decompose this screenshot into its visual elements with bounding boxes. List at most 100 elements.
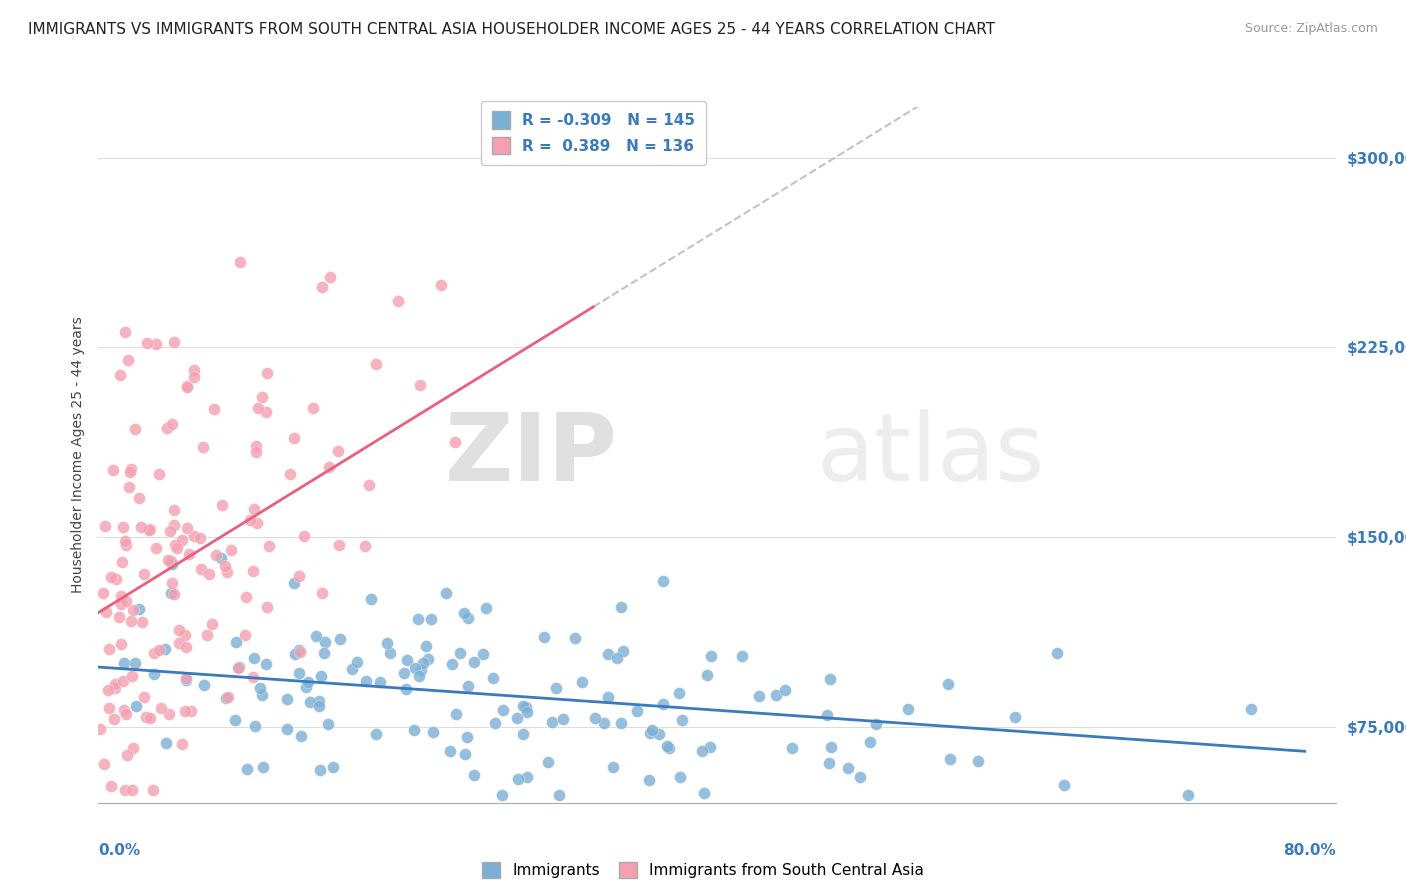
Point [249, 681, 271, 695]
Point [97, 683, 120, 698]
Point [378, 646, 401, 660]
Point [305, 629, 328, 643]
Point [170, 533, 193, 547]
Point [700, 649, 723, 664]
Point [818, 672, 841, 686]
Point [142, 783, 165, 797]
Point [100, 779, 122, 793]
Point [183, 370, 205, 384]
Point [252, 760, 274, 774]
Point [112, 520, 135, 534]
Point [202, 402, 225, 417]
Point [671, 713, 693, 727]
Point [551, 712, 574, 726]
Point [1053, 778, 1076, 792]
Point [443, 434, 465, 449]
Point [117, 353, 139, 368]
Point [138, 523, 160, 537]
Point [256, 599, 278, 614]
Point [696, 668, 718, 682]
Point [533, 630, 555, 644]
Point [463, 768, 485, 782]
Point [537, 755, 560, 769]
Point [120, 465, 142, 479]
Point [104, 572, 127, 586]
Point [209, 550, 232, 565]
Point [294, 680, 316, 694]
Point [114, 326, 136, 340]
Point [242, 651, 264, 665]
Point [610, 599, 633, 614]
Point [544, 681, 567, 695]
Point [481, 671, 503, 685]
Point [318, 717, 340, 731]
Point [176, 673, 198, 688]
Point [134, 566, 156, 581]
Point [112, 656, 135, 670]
Point [541, 714, 564, 729]
Point [669, 770, 692, 784]
Text: IMMIGRANTS VS IMMIGRANTS FROM SOUTH CENTRAL ASIA HOUSEHOLDER INCOME AGES 25 - 44: IMMIGRANTS VS IMMIGRANTS FROM SOUTH CENT… [28, 22, 995, 37]
Point [118, 480, 141, 494]
Point [606, 650, 628, 665]
Point [128, 491, 150, 505]
Point [120, 462, 142, 476]
Y-axis label: Householder Income Ages 25 - 44 years: Householder Income Ages 25 - 44 years [70, 317, 84, 593]
Point [360, 591, 382, 606]
Text: atlas: atlas [815, 409, 1045, 501]
Point [131, 615, 153, 629]
Point [416, 652, 439, 666]
Point [516, 771, 538, 785]
Point [174, 640, 197, 654]
Point [318, 459, 340, 474]
Point [364, 357, 387, 371]
Point [446, 707, 468, 722]
Point [364, 726, 387, 740]
Point [159, 554, 181, 568]
Point [247, 401, 270, 415]
Point [188, 531, 211, 545]
Point [198, 566, 221, 581]
Text: ZIP: ZIP [446, 409, 619, 501]
Point [163, 587, 186, 601]
Point [396, 652, 419, 666]
Point [111, 555, 134, 569]
Text: 0.0%: 0.0% [98, 843, 141, 858]
Point [163, 503, 186, 517]
Point [773, 683, 796, 698]
Point [114, 783, 136, 797]
Point [508, 772, 530, 786]
Point [409, 663, 432, 677]
Point [174, 671, 197, 685]
Point [170, 737, 193, 751]
Point [211, 498, 233, 512]
Point [183, 529, 205, 543]
Point [583, 711, 606, 725]
Point [135, 710, 157, 724]
Point [114, 706, 136, 721]
Point [637, 773, 659, 788]
Point [301, 401, 323, 416]
Point [124, 422, 146, 436]
Point [308, 698, 330, 713]
Point [204, 548, 226, 562]
Point [129, 520, 152, 534]
Text: Source: ZipAtlas.com: Source: ZipAtlas.com [1244, 22, 1378, 36]
Point [765, 688, 787, 702]
Point [250, 390, 273, 404]
Point [430, 278, 453, 293]
Point [453, 606, 475, 620]
Point [215, 690, 238, 705]
Point [193, 678, 215, 692]
Point [228, 660, 250, 674]
Point [236, 762, 259, 776]
Point [392, 666, 415, 681]
Point [173, 628, 195, 642]
Point [1240, 702, 1263, 716]
Point [243, 502, 266, 516]
Point [217, 690, 239, 705]
Point [319, 270, 342, 285]
Point [115, 747, 138, 762]
Point [160, 557, 183, 571]
Point [104, 677, 127, 691]
